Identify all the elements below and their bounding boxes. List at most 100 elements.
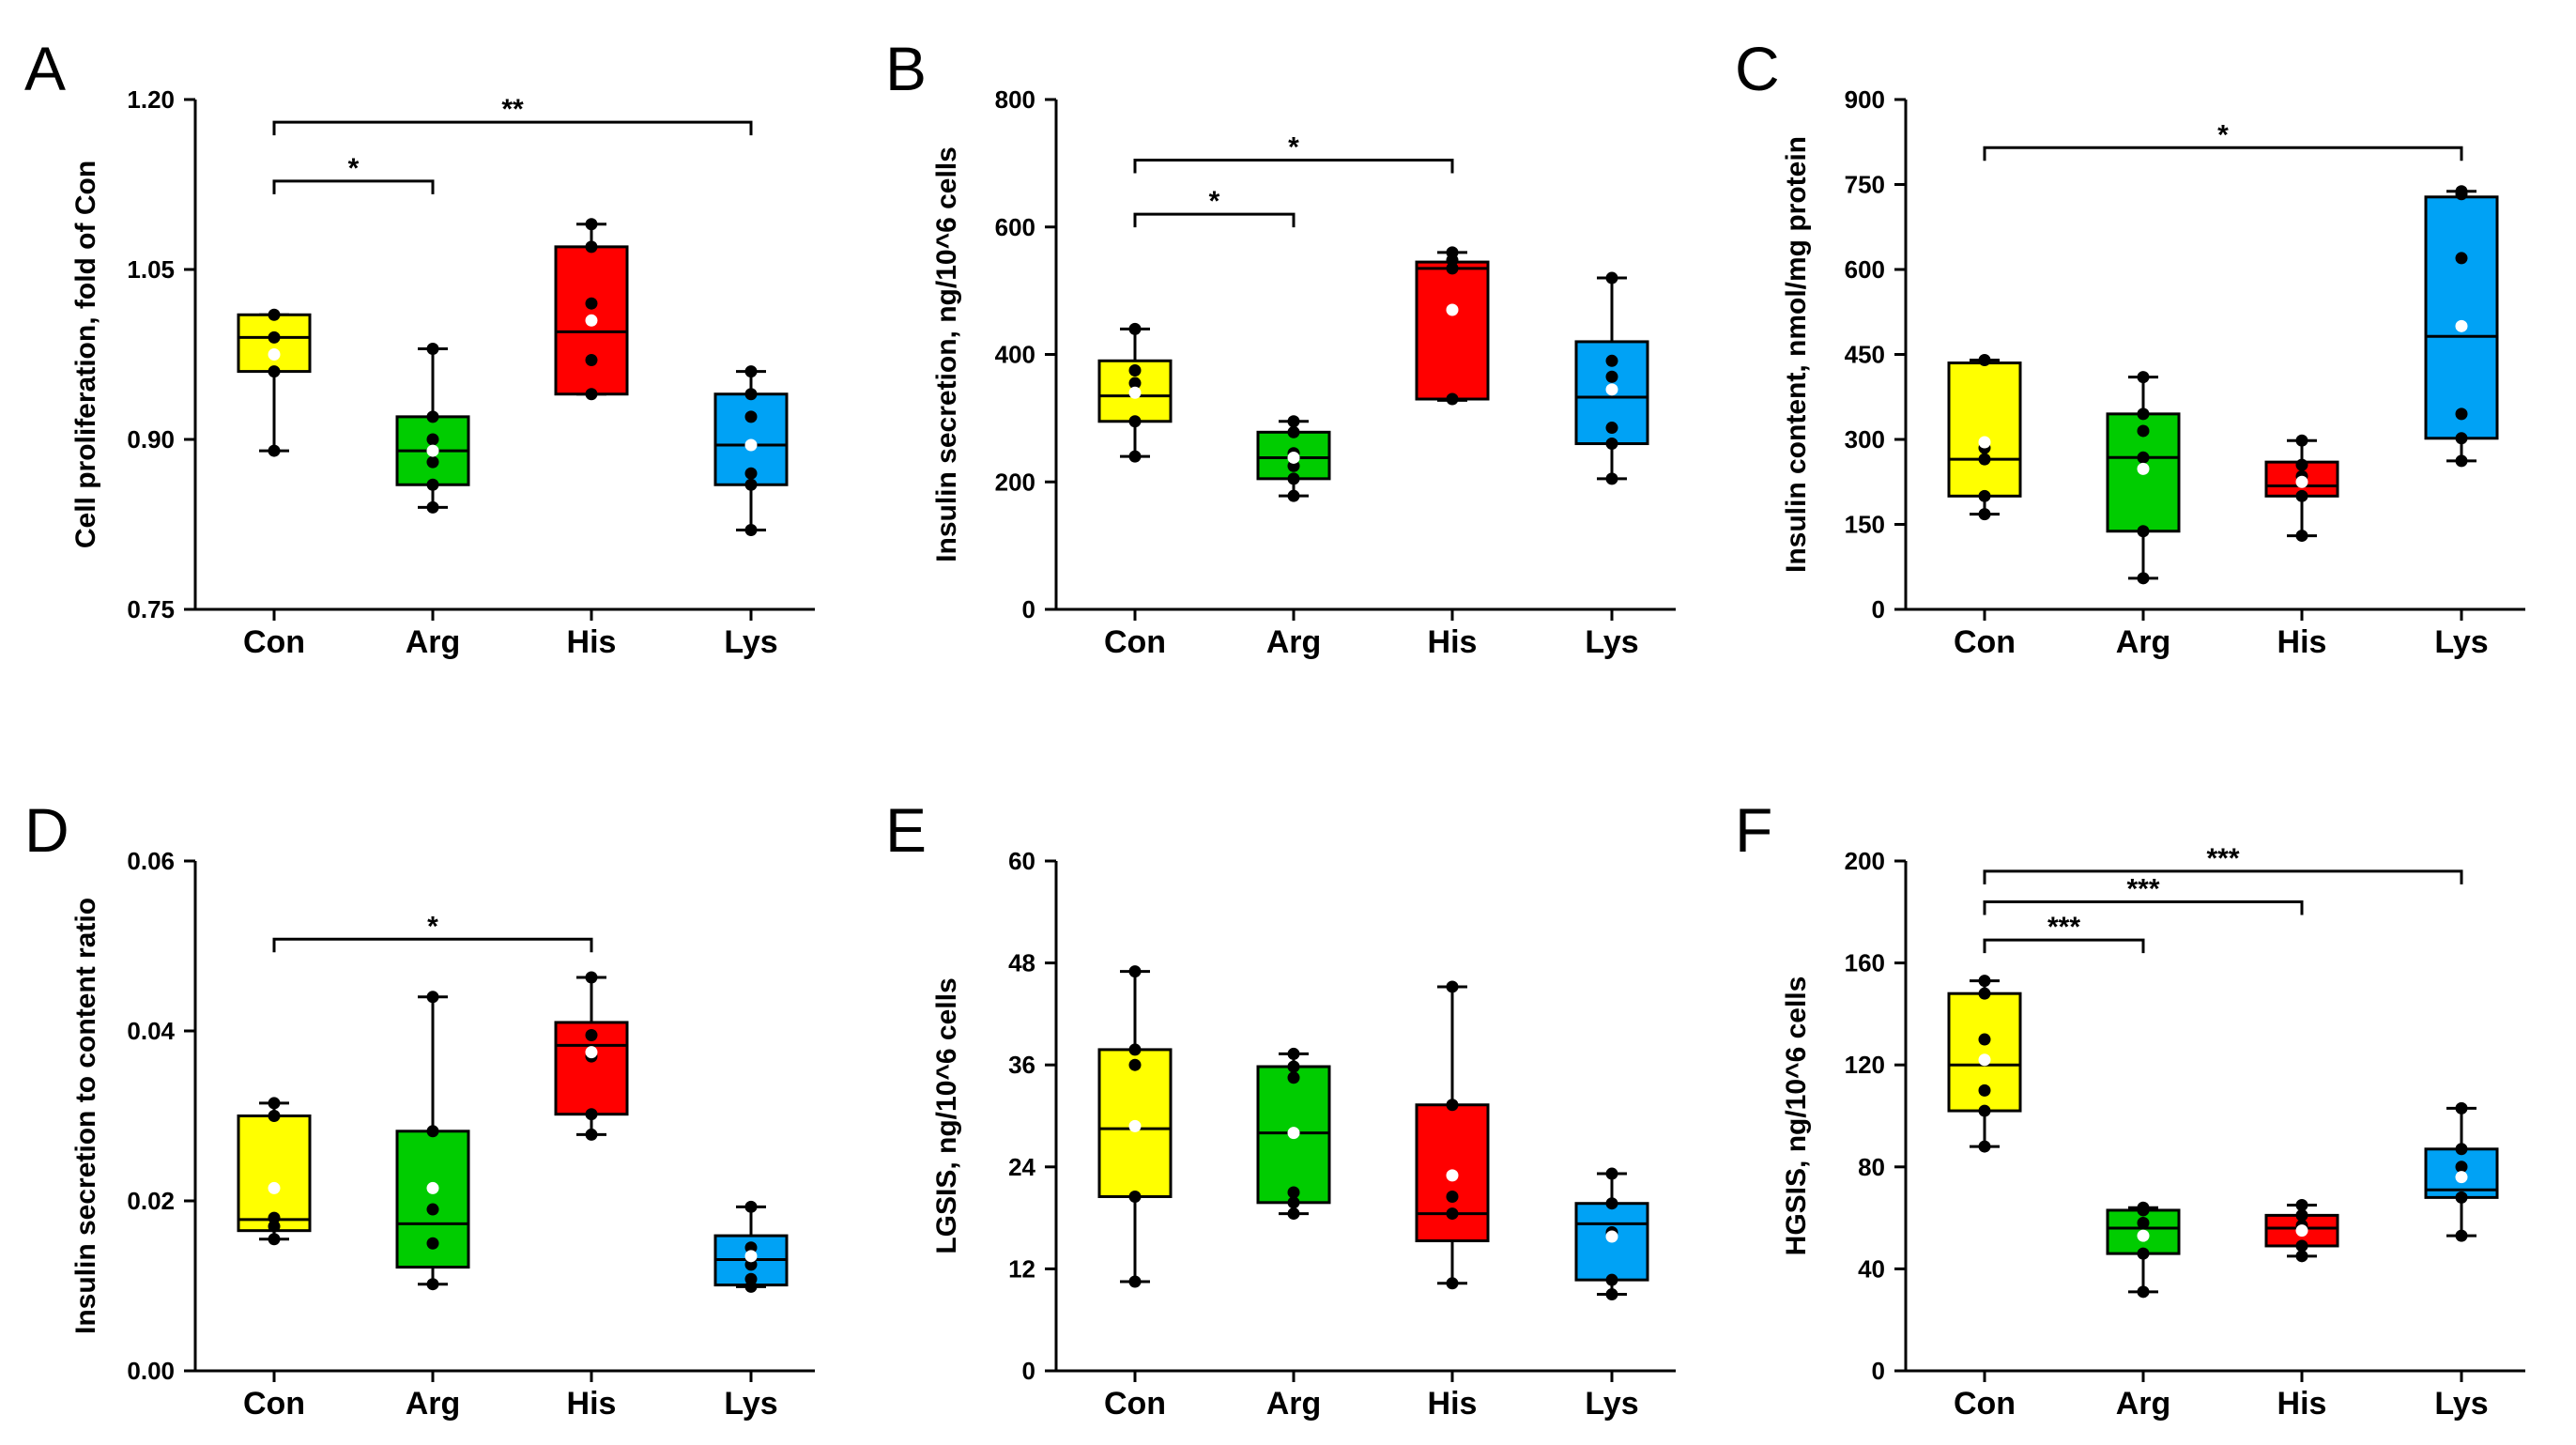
data-point [2137, 407, 2150, 421]
data-point [585, 218, 598, 231]
significance-bracket: *** [1983, 912, 2145, 954]
mean-point [585, 314, 598, 327]
data-point [426, 478, 439, 491]
data-point [744, 1241, 758, 1254]
y-tick-label: 300 [1845, 425, 1885, 453]
significance-bracket: *** [1983, 873, 2304, 915]
y-tick-label: 1.05 [127, 255, 175, 284]
data-point [1978, 508, 1991, 521]
y-tick-label: 0 [1872, 1357, 1885, 1385]
data-point [2455, 1161, 2468, 1174]
data-point [1978, 975, 1991, 988]
mean-point [1287, 451, 1300, 464]
bracket-line [1983, 899, 2304, 915]
y-tick-label: 200 [995, 468, 1035, 496]
mean-point [744, 1250, 758, 1263]
panel-A: A 0.75 0.90 1.05 1.20 Cell proliferation, fol… [24, 34, 815, 660]
data-point [1446, 1207, 1459, 1221]
data-point [426, 433, 439, 446]
significance-bracket: * [272, 153, 435, 194]
data-point [426, 455, 439, 469]
data-point [585, 388, 598, 401]
x-tick-label-lys: Lys [724, 624, 777, 660]
data-point [2137, 451, 2150, 464]
data-point [1605, 370, 1618, 383]
data-point [1605, 1197, 1618, 1210]
data-point [1287, 472, 1300, 485]
box-lys [713, 365, 789, 537]
x-tick-label-con: Con [1954, 624, 2016, 660]
x-tick-label-con: Con [1104, 1386, 1166, 1422]
data-point [1605, 1167, 1618, 1180]
x-tick-label-lys: Lys [2434, 624, 2488, 660]
significance-label: * [427, 911, 438, 942]
y-tick-label: 0.75 [127, 595, 175, 623]
mean-point [585, 1046, 598, 1059]
x-tick-label-his: His [567, 624, 617, 660]
data-point [1446, 262, 1459, 275]
data-point [1446, 1277, 1459, 1290]
data-point [1605, 1288, 1618, 1301]
data-point [1446, 392, 1459, 406]
data-point [1978, 1104, 1991, 1117]
box-lys [713, 1200, 789, 1293]
data-point [1978, 1084, 1991, 1097]
bracket-line [1983, 938, 2145, 954]
data-point [1128, 1043, 1142, 1056]
data-point [1446, 1099, 1459, 1112]
data-point [744, 1200, 758, 1213]
y-axis-title: Insulin secretion to content ratio [70, 898, 101, 1334]
data-point [2455, 432, 2468, 445]
box-arg [1256, 1047, 1331, 1221]
significance-bracket: * [1983, 119, 2463, 161]
box-iqr [554, 1021, 629, 1116]
panel-letter: F [1735, 795, 1772, 865]
y-tick-label: 600 [1845, 255, 1885, 284]
panel-letter: C [1735, 34, 1780, 103]
data-point [268, 1233, 281, 1246]
mean-point [268, 1181, 281, 1194]
data-point [1287, 1071, 1300, 1084]
box-iqr [1415, 260, 1490, 401]
data-point [1287, 1060, 1300, 1073]
x-tick-label-his: His [1428, 624, 1478, 660]
data-point [744, 1280, 758, 1293]
mean-point [1446, 1169, 1459, 1182]
y-tick-label: 60 [1008, 847, 1035, 875]
mean-point [1128, 386, 1142, 399]
significance-bracket: * [1133, 131, 1454, 174]
data-point [426, 410, 439, 423]
box-con [1947, 975, 2022, 1153]
data-point [2455, 1101, 2468, 1114]
data-point [426, 1237, 439, 1250]
data-point [585, 240, 598, 254]
box-lys [2424, 1101, 2499, 1242]
x-tick-label-arg: Arg [1266, 624, 1322, 660]
y-tick-label: 0.02 [127, 1187, 175, 1215]
y-tick-label: 800 [995, 85, 1035, 114]
data-point [1978, 1033, 1991, 1046]
data-point [2137, 424, 2150, 438]
data-point [1287, 1196, 1300, 1209]
data-point [1605, 422, 1618, 435]
y-tick-label: 0.06 [127, 847, 175, 875]
box-lys [2424, 185, 2499, 468]
data-point [426, 991, 439, 1004]
significance-label: * [1288, 131, 1299, 162]
data-point [268, 1211, 281, 1224]
x-tick-label-lys: Lys [1585, 624, 1638, 660]
x-tick-label-con: Con [1104, 624, 1166, 660]
significance-label: * [1209, 186, 1220, 217]
data-point [1128, 415, 1142, 428]
data-point [426, 1278, 439, 1291]
data-point [426, 1125, 439, 1138]
data-point [585, 1029, 598, 1042]
data-point [2295, 1208, 2308, 1222]
data-point [744, 478, 758, 491]
mean-point [1605, 1230, 1618, 1243]
data-point [2137, 525, 2150, 538]
y-tick-label: 0 [1872, 595, 1885, 623]
data-point [2295, 1199, 2308, 1212]
mean-point [426, 444, 439, 457]
significance-label: *** [2047, 912, 2080, 943]
